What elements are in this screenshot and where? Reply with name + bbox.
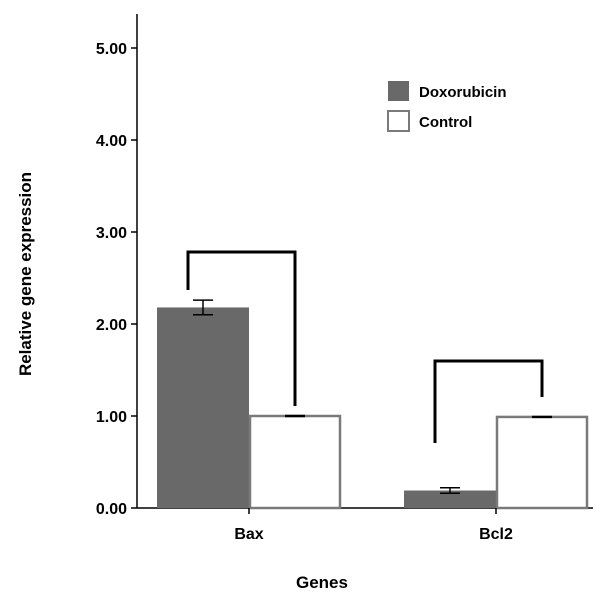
bar-doxorubicin-bax <box>157 307 249 508</box>
y-tick-label: 1.00 <box>96 409 127 426</box>
x-axis-title: Genes <box>296 573 348 592</box>
x-ticks: Bax Bcl2 <box>234 508 513 543</box>
significance-bracket <box>186 250 297 406</box>
bar-control-bax <box>248 414 342 510</box>
x-tick-label-bcl2: Bcl2 <box>479 526 513 543</box>
y-tick-label: 5.00 <box>96 41 127 58</box>
y-axis-title: Relative gene expression <box>16 172 35 376</box>
bar-doxorubicin-bcl2 <box>404 490 496 508</box>
y-ticks: 0.00 1.00 2.00 3.00 4.00 5.00 <box>96 41 137 518</box>
y-tick-label: 0.00 <box>96 501 127 518</box>
x-tick-label-bax: Bax <box>234 526 263 543</box>
y-tick-label: 3.00 <box>96 225 127 242</box>
legend-label-doxorubicin: Doxorubicin <box>419 84 507 101</box>
legend-swatch-doxorubicin <box>388 81 409 101</box>
error-bars <box>193 299 552 495</box>
y-tick-label: 4.00 <box>96 133 127 150</box>
legend-label-control: Control <box>419 114 472 131</box>
legend-swatch-control <box>387 110 410 132</box>
legend: Doxorubicin Control <box>387 81 507 132</box>
significance-brackets <box>186 250 544 443</box>
y-tick-label: 2.00 <box>96 317 127 334</box>
bar-control-bcl2 <box>495 415 589 510</box>
significance-bracket <box>433 359 544 443</box>
bars <box>157 307 589 510</box>
